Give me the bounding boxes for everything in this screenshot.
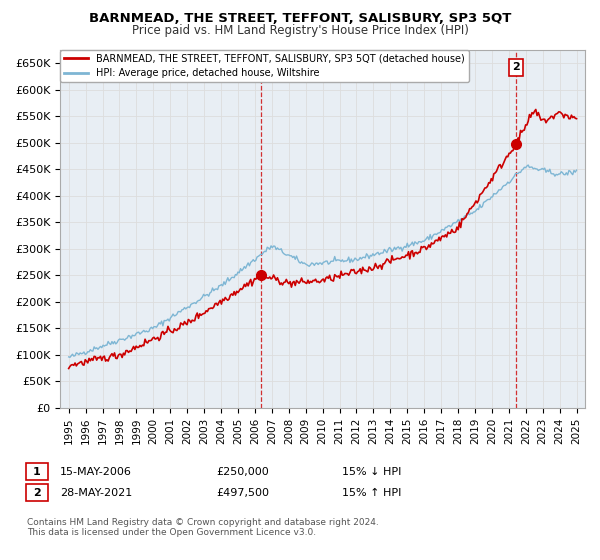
Text: 2: 2	[33, 488, 41, 498]
Text: BARNMEAD, THE STREET, TEFFONT, SALISBURY, SP3 5QT: BARNMEAD, THE STREET, TEFFONT, SALISBURY…	[89, 12, 511, 25]
Text: 1: 1	[33, 466, 41, 477]
Text: 28-MAY-2021: 28-MAY-2021	[60, 488, 132, 498]
Text: 15% ↓ HPI: 15% ↓ HPI	[342, 466, 401, 477]
Text: £250,000: £250,000	[216, 466, 269, 477]
Text: Contains HM Land Registry data © Crown copyright and database right 2024.
This d: Contains HM Land Registry data © Crown c…	[27, 518, 379, 538]
Text: 15-MAY-2006: 15-MAY-2006	[60, 466, 132, 477]
FancyBboxPatch shape	[26, 463, 48, 480]
Text: £497,500: £497,500	[216, 488, 269, 498]
Text: 1: 1	[257, 62, 265, 72]
Legend: BARNMEAD, THE STREET, TEFFONT, SALISBURY, SP3 5QT (detached house), HPI: Average: BARNMEAD, THE STREET, TEFFONT, SALISBURY…	[60, 50, 469, 82]
Text: Price paid vs. HM Land Registry's House Price Index (HPI): Price paid vs. HM Land Registry's House …	[131, 24, 469, 37]
FancyBboxPatch shape	[26, 484, 48, 502]
Text: 15% ↑ HPI: 15% ↑ HPI	[342, 488, 401, 498]
Text: 2: 2	[512, 62, 520, 72]
